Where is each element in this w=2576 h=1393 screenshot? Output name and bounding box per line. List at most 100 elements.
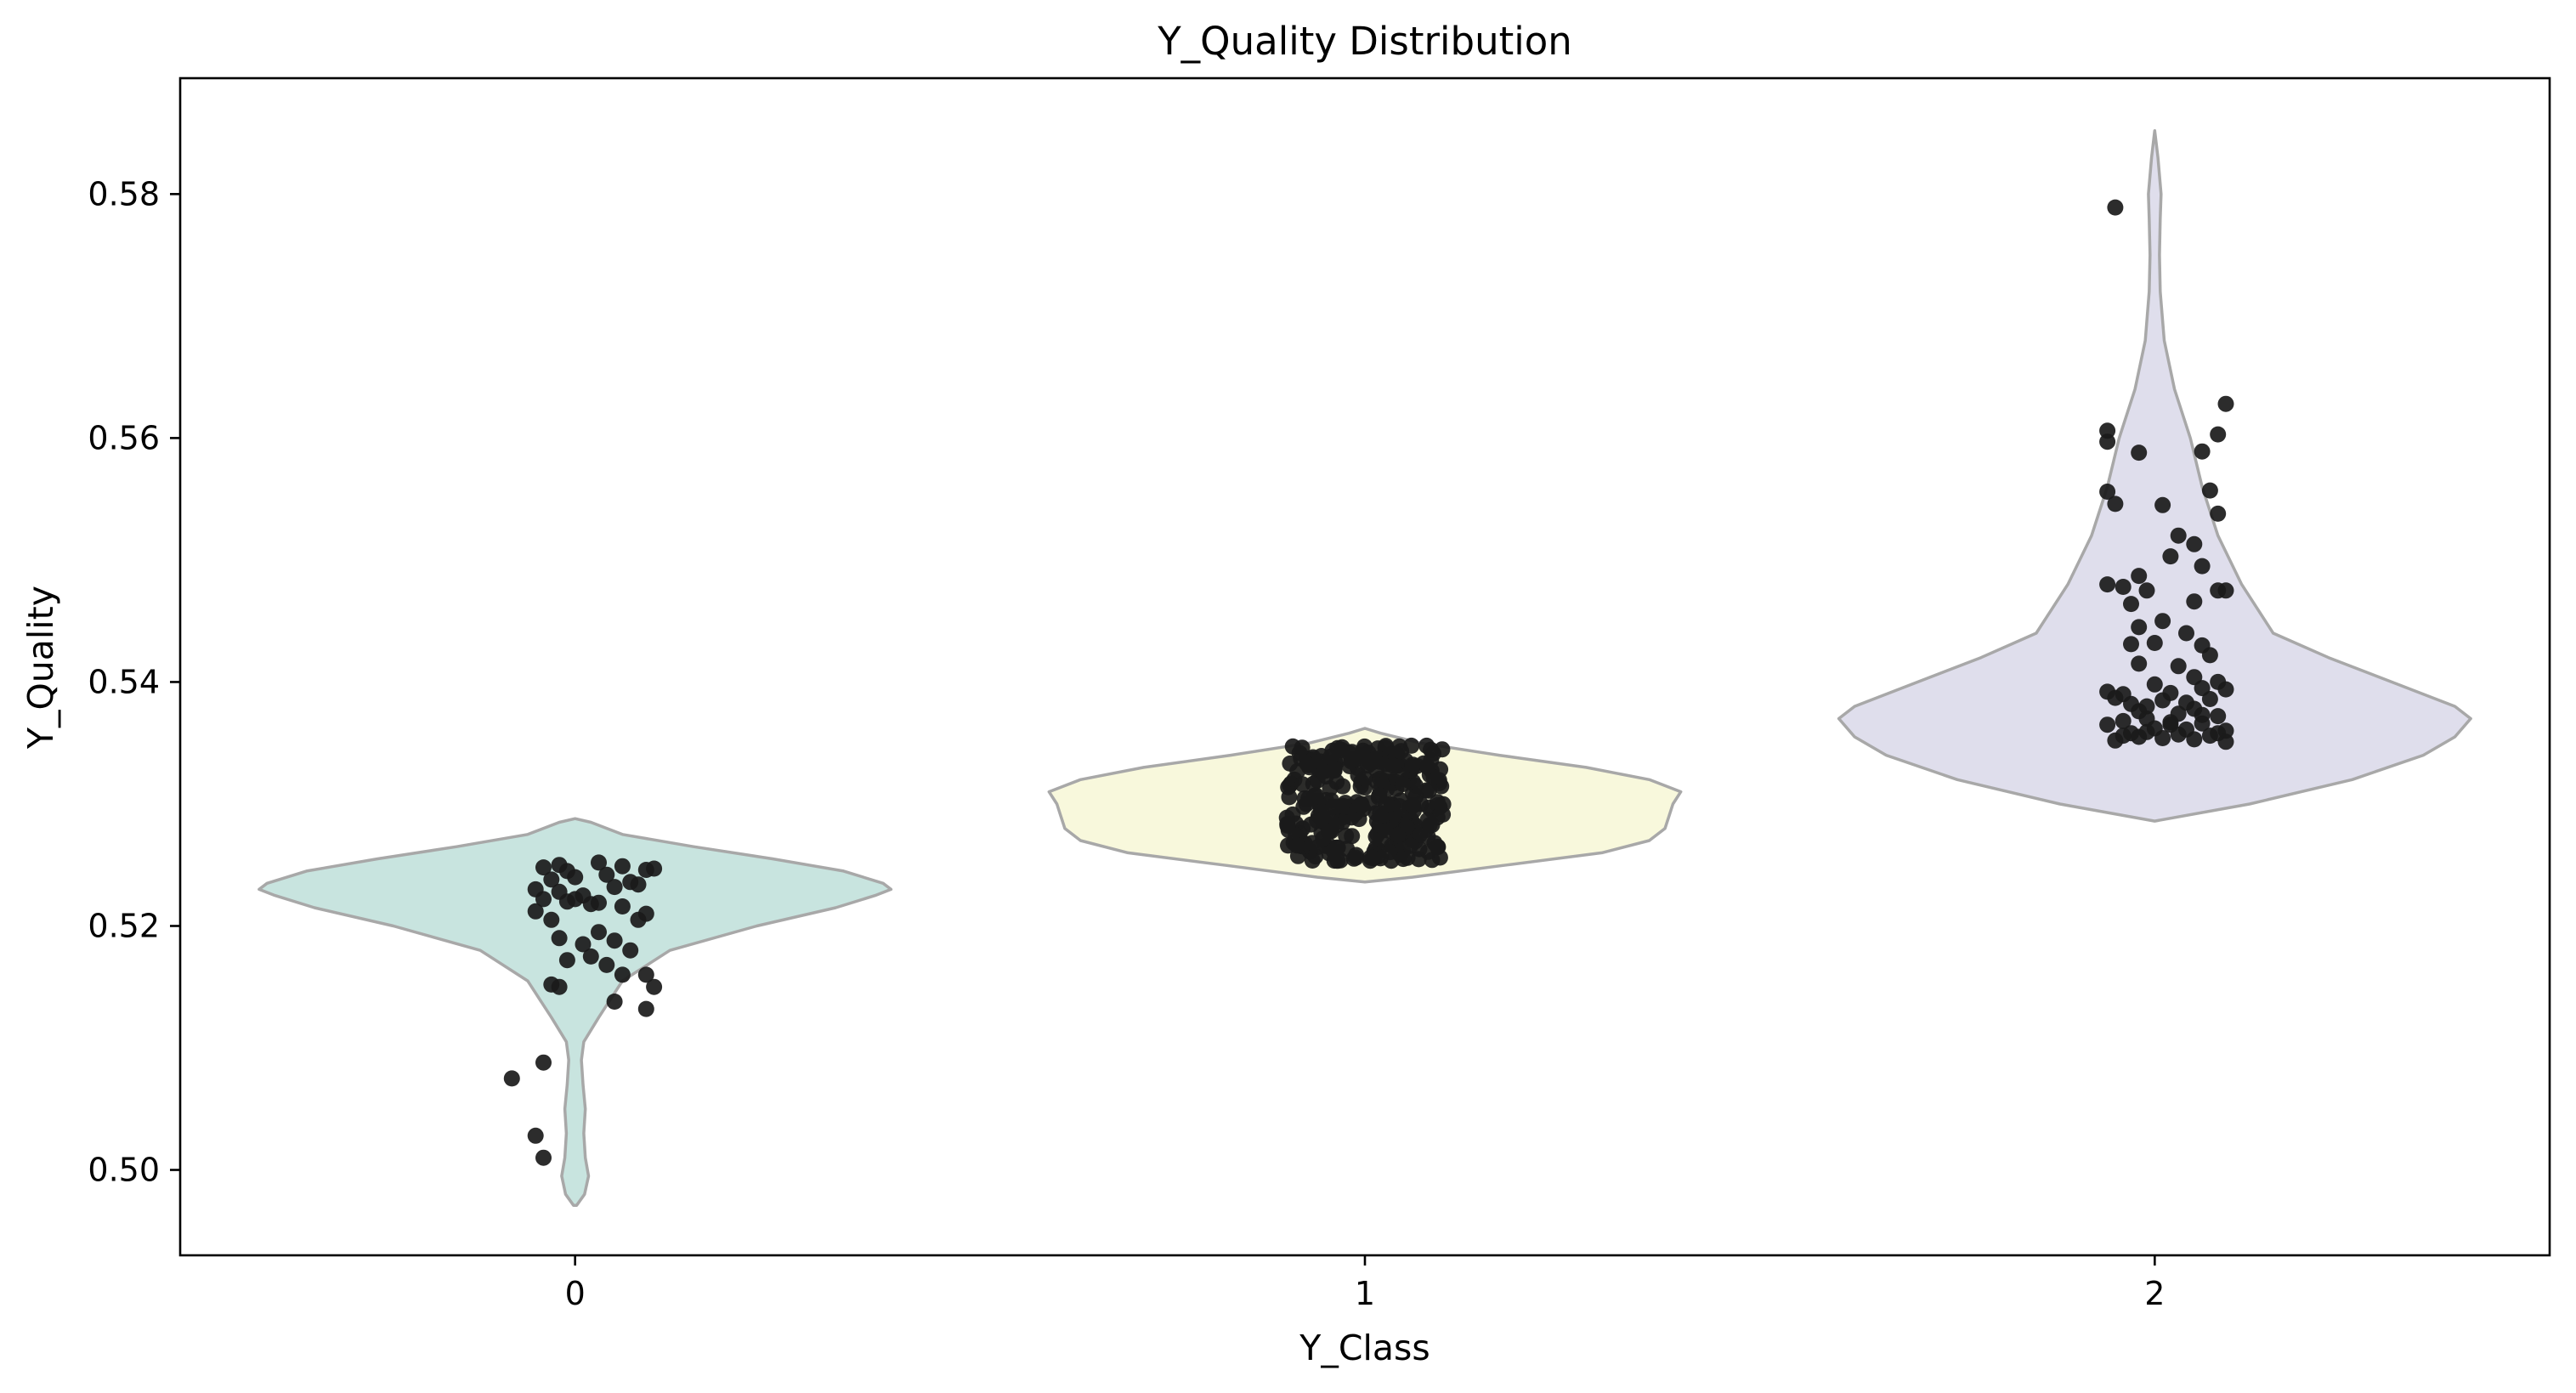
point-class-2 xyxy=(2194,443,2211,460)
point-class-2 xyxy=(2123,596,2139,613)
point-class-2 xyxy=(2170,527,2187,544)
point-class-0 xyxy=(567,869,584,886)
y-axis: 0.50 0.52 0.54 0.56 0.58 xyxy=(88,175,180,1189)
point-class-2 xyxy=(2154,613,2171,630)
point-class-0 xyxy=(622,942,639,959)
violin-0 xyxy=(258,817,893,1207)
point-class-2 xyxy=(2107,689,2124,706)
point-class-0 xyxy=(582,948,599,965)
point-class-2 xyxy=(2201,647,2218,664)
point-class-1 xyxy=(1322,748,1339,765)
point-class-0 xyxy=(503,1070,520,1087)
point-class-0 xyxy=(591,854,607,871)
x-tick-label: 0 xyxy=(565,1275,586,1312)
point-class-1 xyxy=(1279,817,1296,834)
point-class-1 xyxy=(1322,780,1339,797)
point-class-0 xyxy=(614,966,631,983)
chart-title: Y_Quality Distribution xyxy=(1157,19,1572,64)
point-class-2 xyxy=(2107,495,2124,512)
point-class-2 xyxy=(2099,576,2116,593)
point-class-2 xyxy=(2099,433,2116,450)
point-class-2 xyxy=(2154,692,2171,709)
point-class-1 xyxy=(1424,852,1441,869)
y-tick-label: 0.58 xyxy=(88,175,160,212)
point-class-2 xyxy=(2162,548,2179,565)
y-tick-label: 0.54 xyxy=(88,663,160,700)
y-axis-label: Y_Quality xyxy=(20,586,61,750)
point-class-0 xyxy=(614,858,631,875)
point-class-1 xyxy=(1404,756,1421,773)
point-class-1 xyxy=(1356,738,1373,755)
point-class-0 xyxy=(567,891,584,908)
point-class-2 xyxy=(2115,712,2132,729)
point-class-0 xyxy=(637,1000,654,1017)
point-class-1 xyxy=(1329,839,1346,856)
point-class-0 xyxy=(598,956,615,973)
point-class-2 xyxy=(2194,558,2211,575)
y-tick-label: 0.52 xyxy=(88,907,160,944)
x-tick-label: 1 xyxy=(1355,1275,1375,1312)
point-class-1 xyxy=(1419,758,1435,775)
point-class-1 xyxy=(1309,813,1326,830)
x-axis-label: Y_Class xyxy=(1299,1328,1430,1368)
x-tick-label: 2 xyxy=(2144,1275,2165,1312)
point-class-0 xyxy=(527,903,544,920)
point-class-0 xyxy=(646,978,663,995)
point-class-0 xyxy=(535,859,552,876)
point-class-2 xyxy=(2201,482,2218,499)
point-class-0 xyxy=(535,1149,552,1166)
point-class-2 xyxy=(2131,445,2148,462)
point-class-2 xyxy=(2210,505,2227,522)
point-class-0 xyxy=(630,911,647,928)
point-class-1 xyxy=(1304,852,1321,869)
point-class-0 xyxy=(575,936,592,953)
point-class-2 xyxy=(2107,199,2124,216)
point-class-0 xyxy=(630,876,647,893)
point-class-1 xyxy=(1304,835,1321,852)
point-class-1 xyxy=(1294,739,1311,756)
point-class-0 xyxy=(598,866,615,883)
point-class-1 xyxy=(1382,762,1399,779)
point-class-0 xyxy=(535,1054,552,1071)
y-tick-label: 0.56 xyxy=(88,419,160,456)
point-class-2 xyxy=(2162,716,2179,733)
point-class-1 xyxy=(1391,798,1408,814)
point-class-2 xyxy=(2170,658,2187,675)
point-class-1 xyxy=(1429,839,1446,856)
point-class-1 xyxy=(1390,827,1407,844)
point-class-0 xyxy=(606,994,623,1010)
point-class-0 xyxy=(535,891,552,908)
points-layer xyxy=(503,199,2234,1166)
point-class-2 xyxy=(2186,535,2203,552)
point-class-1 xyxy=(1410,851,1427,868)
violin-2 xyxy=(1837,128,2472,823)
point-class-1 xyxy=(1305,775,1322,792)
point-class-1 xyxy=(1356,770,1373,787)
point-class-2 xyxy=(2138,582,2155,599)
point-class-1 xyxy=(1334,778,1351,795)
point-class-0 xyxy=(606,932,623,949)
point-class-2 xyxy=(2154,730,2171,746)
point-class-1 xyxy=(1395,776,1412,792)
point-class-2 xyxy=(2146,676,2163,693)
point-class-1 xyxy=(1418,782,1435,799)
point-class-2 xyxy=(2123,636,2139,653)
point-class-1 xyxy=(1306,787,1323,804)
point-class-2 xyxy=(2138,723,2155,740)
point-class-1 xyxy=(1326,761,1343,778)
point-class-0 xyxy=(527,1127,544,1144)
point-class-0 xyxy=(543,911,560,928)
point-class-0 xyxy=(646,860,663,877)
point-class-1 xyxy=(1288,837,1305,854)
point-class-2 xyxy=(2217,582,2234,599)
point-class-1 xyxy=(1344,751,1361,768)
point-class-0 xyxy=(558,952,575,969)
point-class-1 xyxy=(1395,851,1412,868)
point-class-0 xyxy=(606,879,623,896)
point-class-1 xyxy=(1429,794,1446,811)
point-class-0 xyxy=(637,966,654,983)
point-class-0 xyxy=(551,978,568,995)
point-class-2 xyxy=(2217,395,2234,412)
x-axis: 0 1 2 xyxy=(565,1255,2165,1312)
